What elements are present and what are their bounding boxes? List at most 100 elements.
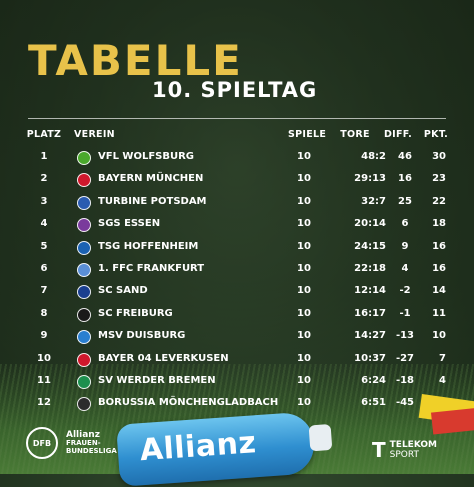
club-crest-icon xyxy=(76,195,92,210)
telekom-t-icon: T xyxy=(372,438,386,462)
row-platz: 6 xyxy=(40,263,48,274)
club-crest-icon xyxy=(76,262,92,277)
row-tore: 29:13 xyxy=(354,173,386,185)
row-verein: SC FREIBURG xyxy=(98,307,173,319)
row-pkt: 16 xyxy=(432,240,446,252)
row-spiele: 10 xyxy=(297,173,311,185)
broadcaster-logo: T TELEKOM SPORT xyxy=(372,438,437,462)
table-row: 3 TURBINE POTSDAM 10 32:7 25 22 xyxy=(26,191,448,213)
row-diff: 4 xyxy=(401,263,409,274)
row-tore: 6:24 xyxy=(361,375,386,386)
table-row: 1 VFL WOLFSBURG 10 48:2 46 30 xyxy=(26,146,448,168)
row-tore: 24:15 xyxy=(354,240,386,252)
row-spiele: 10 xyxy=(297,218,311,230)
league-logo: DFB Allianz FRAUEN- BUNDESLIGA xyxy=(26,427,117,459)
club-crest-icon xyxy=(76,329,92,345)
club-crest-icon xyxy=(76,217,92,233)
league-sponsor: Allianz xyxy=(66,430,100,440)
row-spiele: 10 xyxy=(297,240,311,252)
row-platz: 12 xyxy=(37,397,51,409)
row-platz: 2 xyxy=(40,173,48,185)
row-verein: BAYER 04 LEVERKUSEN xyxy=(98,352,229,364)
table-row: 11 SV WERDER BREMEN 10 6:24 -18 4 xyxy=(26,370,448,392)
column-header-tore: TORE xyxy=(340,129,370,140)
club-crest-icon xyxy=(76,150,92,165)
row-diff: 16 xyxy=(398,173,412,185)
matchday-subtitle: 10. SPIELTAG xyxy=(152,78,318,102)
row-platz: 10 xyxy=(37,352,51,364)
row-diff: 25 xyxy=(398,195,412,207)
row-pkt: 30 xyxy=(432,151,446,162)
bottle-cap xyxy=(308,423,333,452)
row-tore: 12:14 xyxy=(354,285,386,297)
row-platz: 1 xyxy=(40,151,48,162)
row-platz: 9 xyxy=(40,330,48,342)
row-platz: 3 xyxy=(40,195,48,207)
row-spiele: 10 xyxy=(297,263,311,274)
row-pkt: 22 xyxy=(432,195,446,207)
row-spiele: 10 xyxy=(297,375,311,386)
row-verein: TSG HOFFENHEIM xyxy=(98,240,199,252)
club-crest-icon xyxy=(76,352,92,367)
row-tore: 22:18 xyxy=(354,263,386,274)
dfb-badge-icon: DFB xyxy=(26,427,58,459)
table-row: 4 SGS ESSEN 10 20:14 6 18 xyxy=(26,213,448,235)
table-row: 6 1. FFC FRANKFURT 10 22:18 4 16 xyxy=(26,258,448,280)
bottle-brand-text: Allianz xyxy=(138,425,258,469)
club-crest-icon xyxy=(76,307,92,322)
row-spiele: 10 xyxy=(297,151,311,162)
page-title: TABELLE xyxy=(28,36,243,85)
league-name-line1: FRAUEN- xyxy=(66,439,101,447)
background-overlay xyxy=(0,0,474,474)
row-platz: 4 xyxy=(40,218,48,230)
row-verein: BORUSSIA MÖNCHENGLADBACH xyxy=(98,397,279,409)
column-header-verein: VEREIN xyxy=(74,129,115,140)
row-platz: 5 xyxy=(40,240,48,252)
row-verein: SV WERDER BREMEN xyxy=(98,375,216,386)
club-crest-shape xyxy=(77,397,91,412)
column-header-spiele: SPIELE xyxy=(288,129,327,140)
row-spiele: 10 xyxy=(297,285,311,297)
row-spiele: 10 xyxy=(297,352,311,364)
club-crest-icon xyxy=(76,172,92,188)
row-pkt: 18 xyxy=(432,218,446,230)
club-crest-shape xyxy=(77,330,91,345)
row-pkt: 7 xyxy=(439,352,446,364)
row-pkt: 11 xyxy=(432,307,446,319)
club-crest-icon xyxy=(76,240,92,255)
row-verein: TURBINE POTSDAM xyxy=(98,195,207,207)
row-diff: 46 xyxy=(398,151,412,162)
table-row: 7 SC SAND 10 12:14 -2 14 xyxy=(26,280,448,302)
club-crest-shape xyxy=(77,307,91,322)
row-verein: 1. FFC FRANKFURT xyxy=(98,263,205,274)
table-header: PLATZ VEREIN SPIELE TORE DIFF. PKT. xyxy=(26,124,448,146)
row-spiele: 10 xyxy=(297,330,311,342)
row-tore: 48:2 xyxy=(361,151,386,162)
row-spiele: 10 xyxy=(297,397,311,409)
table-row: 5 TSG HOFFENHEIM 10 24:15 9 16 xyxy=(26,236,448,258)
row-verein: VFL WOLFSBURG xyxy=(98,151,195,162)
row-pkt: 4 xyxy=(439,375,446,386)
club-crest-shape xyxy=(77,352,91,367)
row-verein: MSV DUISBURG xyxy=(98,330,186,342)
water-bottle: Allianz xyxy=(116,411,333,487)
table-row: 10 BAYER 04 LEVERKUSEN 10 10:37 -27 7 xyxy=(26,348,448,370)
column-header-pkt: PKT. xyxy=(423,129,449,140)
broadcaster-name: TELEKOM SPORT xyxy=(390,440,437,460)
row-diff: 9 xyxy=(401,240,409,252)
row-pkt: 14 xyxy=(432,285,446,297)
club-crest-icon xyxy=(76,284,92,300)
club-crest-shape xyxy=(77,218,91,233)
row-diff: 6 xyxy=(401,218,409,230)
club-crest-shape xyxy=(77,375,91,389)
row-diff: -45 xyxy=(395,397,415,409)
row-pkt: 10 xyxy=(432,330,446,342)
club-crest-shape xyxy=(77,195,91,210)
header-divider xyxy=(28,118,446,119)
row-tore: 10:37 xyxy=(354,352,386,364)
row-tore: 16:17 xyxy=(354,307,386,319)
club-crest-shape xyxy=(77,263,91,277)
broadcaster-name-line1: TELEKOM xyxy=(389,440,438,450)
row-tore: 14:27 xyxy=(354,330,386,342)
